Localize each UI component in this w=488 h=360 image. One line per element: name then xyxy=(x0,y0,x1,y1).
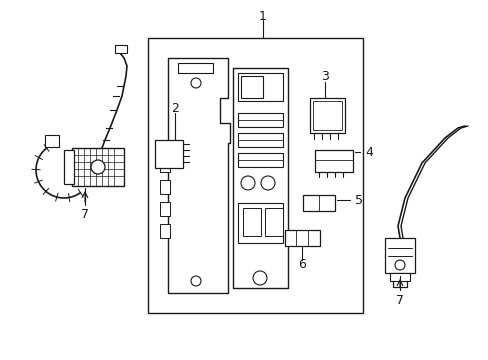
Bar xyxy=(45,135,59,147)
Circle shape xyxy=(252,271,266,285)
Bar xyxy=(312,101,341,130)
Bar xyxy=(238,203,283,243)
Circle shape xyxy=(241,176,254,190)
Text: 7: 7 xyxy=(81,208,89,221)
Bar xyxy=(389,273,409,281)
Circle shape xyxy=(191,78,201,88)
Bar xyxy=(238,133,283,147)
Bar xyxy=(238,113,283,127)
Text: 2: 2 xyxy=(171,102,179,114)
Text: 6: 6 xyxy=(298,258,305,271)
Circle shape xyxy=(191,276,201,286)
Bar xyxy=(285,230,319,246)
Bar xyxy=(243,208,261,236)
Bar xyxy=(72,148,124,186)
Bar xyxy=(160,180,170,194)
Bar xyxy=(178,63,213,73)
Circle shape xyxy=(261,176,274,190)
Bar xyxy=(160,224,170,238)
Bar xyxy=(303,195,334,211)
Bar xyxy=(115,45,127,53)
Circle shape xyxy=(91,160,105,174)
Bar xyxy=(238,73,283,101)
Bar xyxy=(314,150,352,172)
Bar xyxy=(238,153,283,167)
Bar xyxy=(384,238,414,273)
Text: 5: 5 xyxy=(354,194,362,207)
Text: 4: 4 xyxy=(364,145,372,158)
Bar xyxy=(241,76,263,98)
Circle shape xyxy=(394,260,404,270)
Bar xyxy=(64,150,74,184)
Text: 1: 1 xyxy=(259,9,266,22)
Bar xyxy=(148,38,362,313)
Bar xyxy=(160,202,170,216)
Bar xyxy=(309,98,345,133)
Text: 7: 7 xyxy=(395,293,403,306)
Bar xyxy=(160,158,170,172)
Bar xyxy=(155,140,183,168)
Bar xyxy=(264,208,283,236)
Text: 3: 3 xyxy=(321,71,328,84)
